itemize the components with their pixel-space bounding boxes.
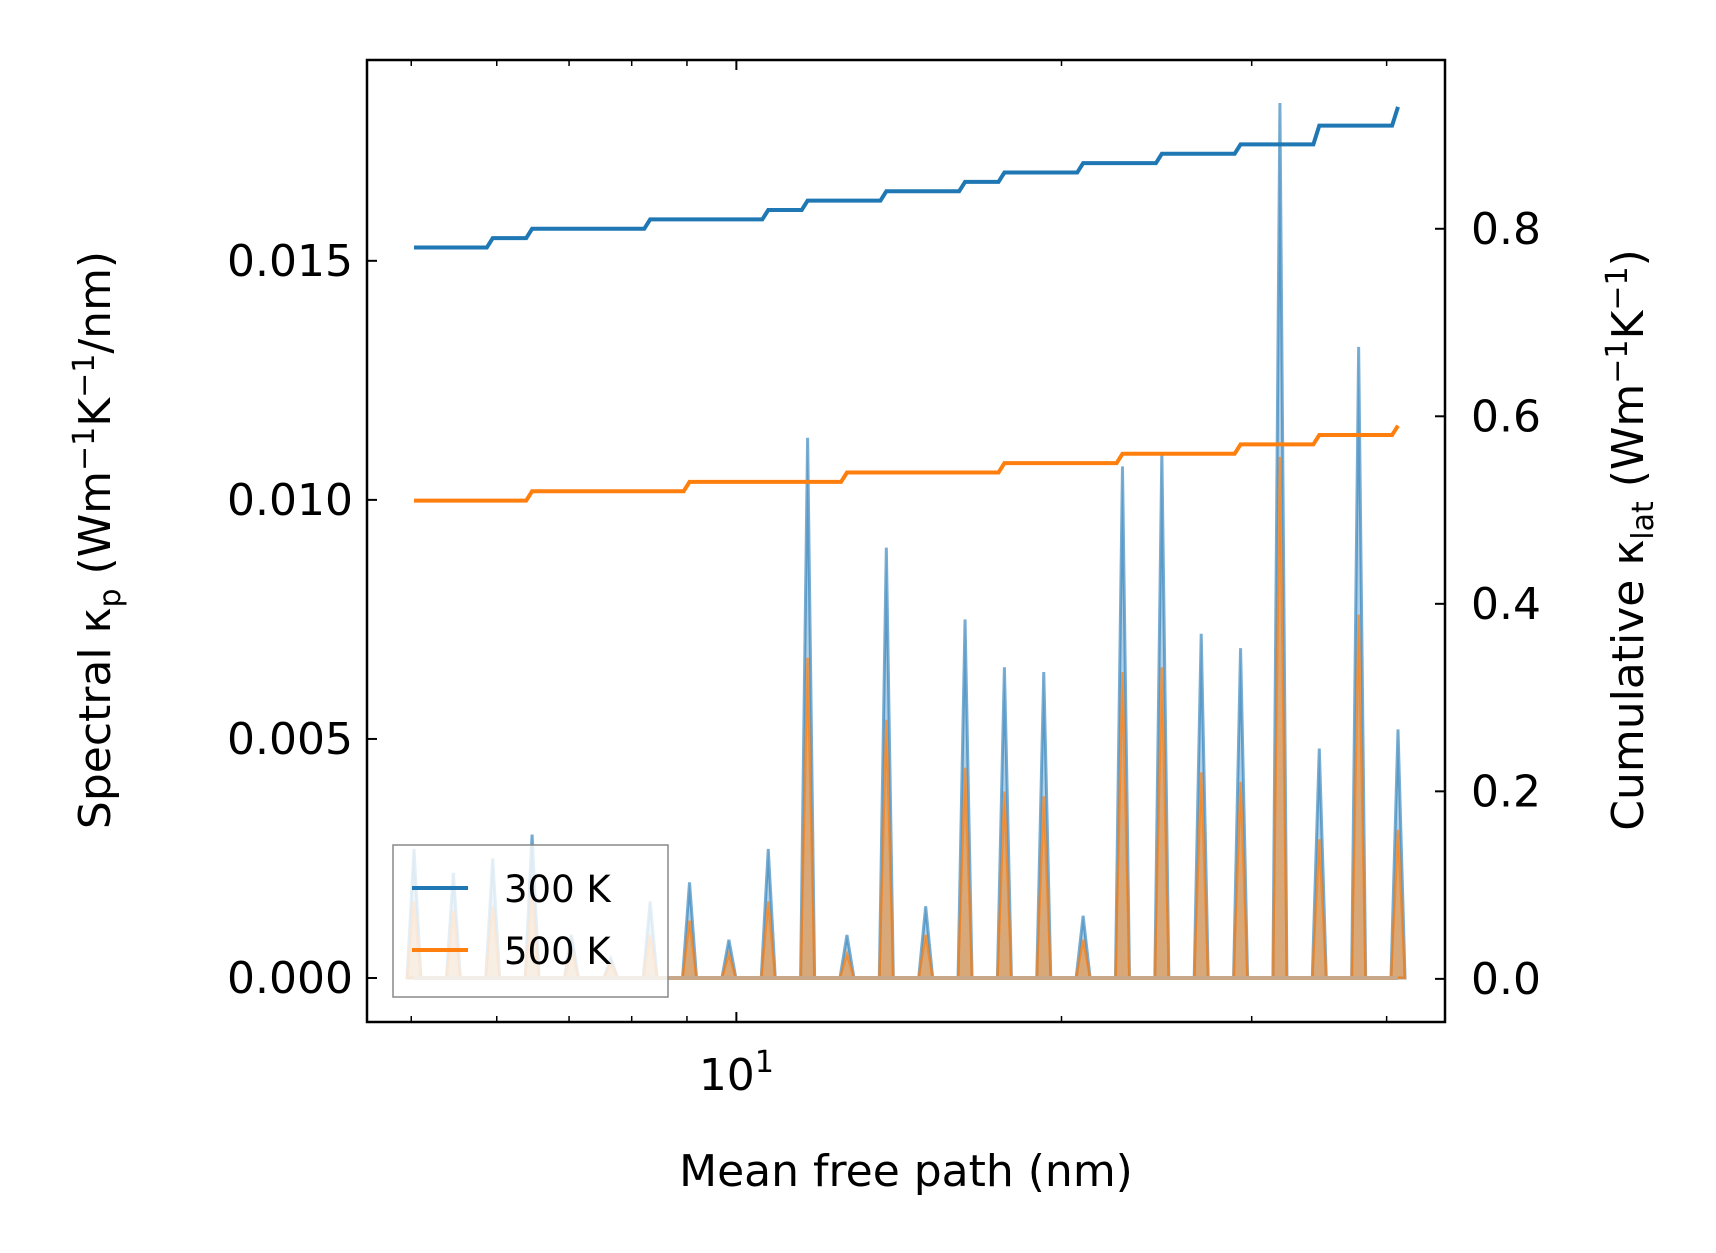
x-tick-label: 101 [699,1045,774,1101]
y-left-title-mid: K [70,397,121,427]
y-left-title-units-post: /nm) [70,251,121,354]
y-left-axis-title: Spectral κp (Wm−1K−1/nm) [67,251,128,829]
y-left-title-units-pre: (Wm [70,471,121,589]
cumulative-line-300k [414,106,1400,250]
legend-label-500k: 500 K [504,930,612,973]
y-right-axis-title: Cumulative κlat (Wm−1K−1) [1600,249,1661,831]
legend: 300 K 500 K [392,844,669,998]
y-right-tick-label: 0.2 [1471,766,1541,817]
y-right-tick-label: 0.8 [1471,204,1541,255]
cumulative-line-500k [414,424,1400,503]
y-left-title-sup1: −1 [67,427,102,471]
legend-label-300k: 300 K [504,868,612,911]
y-right-title-sup2: −1 [1600,266,1635,310]
y-right-tick-label: 0.4 [1471,579,1541,630]
x-axis-title: Mean free path (nm) [679,1146,1133,1197]
legend-box [392,844,669,998]
y-left-tick-label: 0.005 [227,714,353,765]
y-right-tick-label: 0.0 [1471,954,1541,1005]
spectral-500k-series [405,456,1407,981]
y-right-title-sup1: −1 [1600,339,1635,383]
y-right-title-sub: lat [1626,501,1661,540]
y-left-title-sup2: −1 [67,354,102,398]
cumulative-series [414,106,1400,503]
y-left-tick-label: 0.015 [227,236,353,287]
y-left-title-main: Spectral κ [70,608,121,830]
y-left-title-sub: p [93,588,128,607]
y-left-tick-label: 0.000 [227,953,353,1004]
y-right-title-units-post: ) [1603,249,1654,266]
y-right-title-mid: K [1603,309,1654,339]
axis-tick-labels: 0.000 0.005 0.010 0.015 0.0 0.2 0.4 0.6 0.8 101 [227,204,1541,1101]
y-right-title-main: Cumulative κ [1603,540,1654,831]
y-left-tick-label: 0.010 [227,475,353,526]
y-right-title-units-pre: (Wm [1603,384,1654,502]
plot-frame [365,58,1447,1024]
y-right-tick-label: 0.6 [1471,391,1541,442]
